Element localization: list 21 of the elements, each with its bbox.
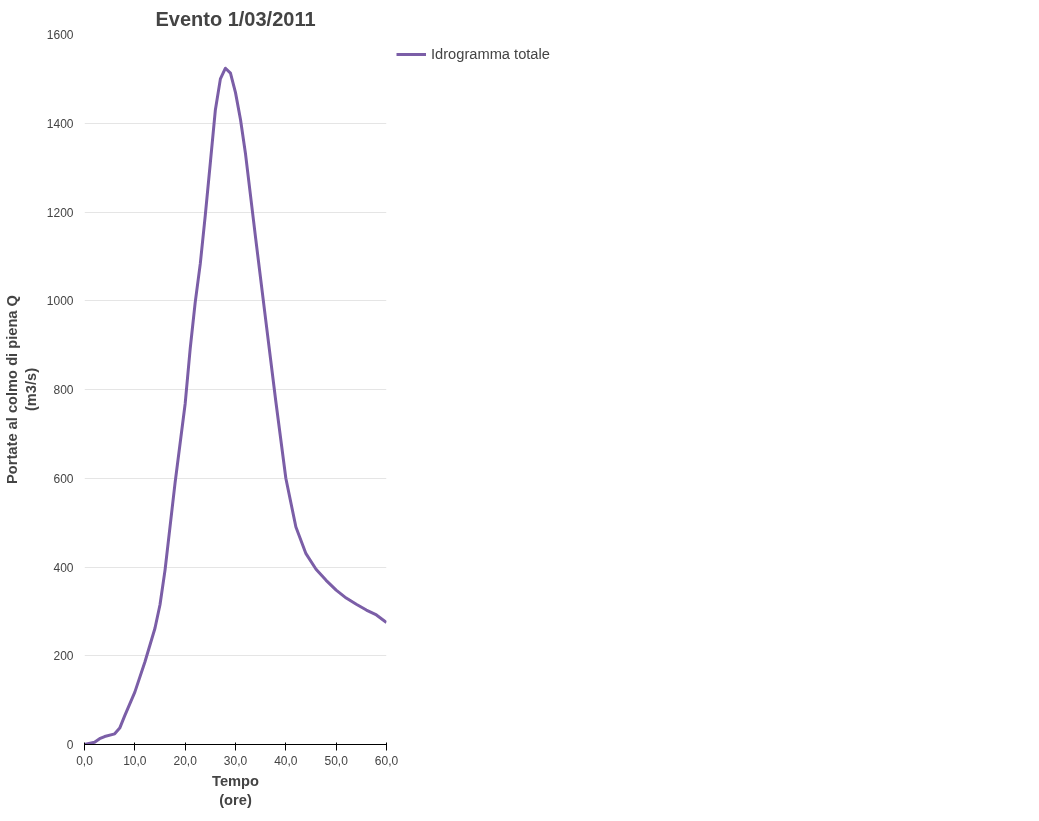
- y-tick-label: 600: [53, 471, 74, 486]
- y-tick-label: 0: [66, 738, 74, 752]
- x-axis-title: Tempo (ore): [212, 772, 260, 808]
- x-tick-label: 20,0: [173, 753, 198, 768]
- y-tick-label: 1600: [46, 28, 74, 42]
- y-tick-label: 1200: [46, 205, 74, 220]
- x-tick-label: 0,0: [76, 753, 94, 768]
- y-tick-label: 800: [53, 383, 74, 397]
- x-tick-label: 10,0: [123, 753, 147, 768]
- x-tick-label: 50,0: [324, 753, 349, 768]
- y-tick-label: 400: [53, 560, 74, 575]
- x-tick-label: 60,0: [374, 753, 399, 768]
- x-tick-label: 40,0: [274, 753, 298, 768]
- y-tick-label: 200: [53, 649, 74, 664]
- legend-label: Idrogramma totale: [431, 46, 550, 62]
- line-series: [84, 66, 387, 745]
- y-tick-label: 1000: [46, 294, 74, 309]
- y-axis-title: Portate al colmo di piena Q (m3/s): [3, 295, 39, 484]
- chart-title: Evento 1/03/2011: [155, 7, 316, 30]
- x-tick-label: 30,0: [223, 753, 248, 768]
- y-tick-label: 1400: [46, 116, 74, 131]
